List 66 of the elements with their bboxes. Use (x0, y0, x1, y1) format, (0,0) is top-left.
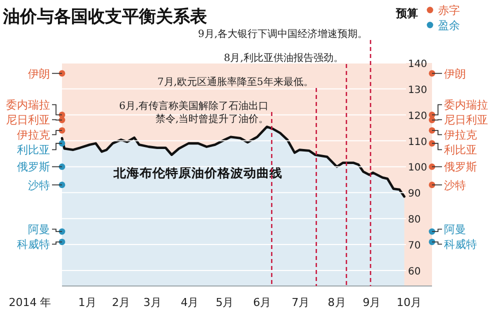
x-tick-label: 7月 (292, 296, 310, 309)
annotation: 委内瑞拉 (444, 98, 488, 112)
x-tick-label: 2月 (112, 296, 130, 309)
country-label: 利比亚 (432, 142, 477, 157)
annotation: 伊拉克 (17, 128, 50, 142)
x-tick-label: 4月 (180, 296, 199, 309)
x-tick-label: 9月 (362, 296, 381, 309)
annotation: 俄罗斯 (444, 160, 477, 174)
country-label: 委内瑞拉 (6, 98, 62, 116)
annotation: 利比亚 (17, 144, 50, 157)
annotation: 科威特 (444, 238, 477, 252)
chart-title: 油价与各国收支平衡关系表 (2, 7, 208, 27)
annotation: 利比亚 (444, 144, 477, 157)
annotation: 尼日利亚 (6, 114, 50, 127)
x-tick-label: 1月 (78, 296, 96, 309)
country-label: 科威特 (432, 238, 477, 252)
y-tick-label: 110 (408, 136, 428, 148)
country-label: 尼日利亚 (6, 114, 62, 127)
y-tick-label: 100 (408, 162, 428, 174)
y-tick-label: 90 (408, 188, 421, 200)
country-label: 利比亚 (17, 142, 62, 157)
annotation: 伊拉克 (444, 128, 477, 142)
series-label: 北海布伦特原油价格波动曲线 (112, 164, 283, 180)
country-label: 俄罗斯 (17, 160, 62, 174)
y-tick-label: 60 (408, 266, 421, 278)
country-label: 俄罗斯 (432, 160, 477, 174)
annotation: 沙特 (444, 178, 466, 192)
country-label: 委内瑞拉 (432, 98, 488, 116)
ref-line-label: 9月,各大银行下调中国经济增速预期。 (198, 28, 368, 40)
ref-line-label: 8月,利比亚供油报告强劲。 (224, 52, 344, 64)
x-tick-label: 6月 (253, 296, 272, 309)
annotation: 阿曼 (28, 223, 50, 236)
country-label: 阿曼 (432, 223, 466, 236)
country-label: 沙特 (28, 178, 62, 192)
country-label: 阿曼 (28, 223, 62, 236)
country-label: 伊拉克 (432, 128, 477, 142)
annotation: 伊朗 (28, 67, 50, 80)
ref-line-label: 6月,有传言称美国解除了石油出口禁令,当时曾提升了油价。 (119, 100, 269, 125)
country-label: 沙特 (432, 178, 466, 192)
x-tick-label: 10月 (396, 296, 422, 309)
y-tick-label: 120 (408, 110, 428, 122)
y-tick-label: 80 (408, 214, 421, 226)
annotation: 委内瑞拉 (6, 98, 50, 112)
country-label: 科威特 (17, 238, 62, 252)
annotation: 俄罗斯 (17, 160, 50, 174)
x-tick-label: 8月 (328, 296, 346, 309)
country-label: 伊拉克 (17, 128, 62, 142)
annotation: 阿曼 (444, 223, 466, 236)
annotation: 沙特 (28, 178, 50, 192)
legend-label: 赤字 (438, 4, 460, 17)
country-label: 尼日利亚 (432, 114, 488, 127)
annotation: 尼日利亚 (444, 114, 488, 127)
y-tick-label: 70 (408, 240, 421, 252)
country-label: 伊朗 (28, 67, 62, 80)
x-axis-title: 2014 年 (8, 296, 52, 309)
x-tick-label: 3月 (143, 296, 162, 309)
legend-label: 盈余 (438, 19, 460, 32)
y-tick-label: 130 (408, 84, 428, 96)
y-tick-label: 140 (408, 59, 428, 70)
country-label: 伊朗 (432, 67, 466, 80)
annotation: 科威特 (17, 238, 50, 252)
annotation: 伊朗 (444, 67, 466, 80)
ref-line-label: 7月,欧元区通胀率降至5年来最低。 (157, 76, 314, 88)
x-tick-label: 5月 (216, 296, 234, 309)
legend-title: 预算 (395, 7, 418, 20)
point (428, 164, 436, 170)
